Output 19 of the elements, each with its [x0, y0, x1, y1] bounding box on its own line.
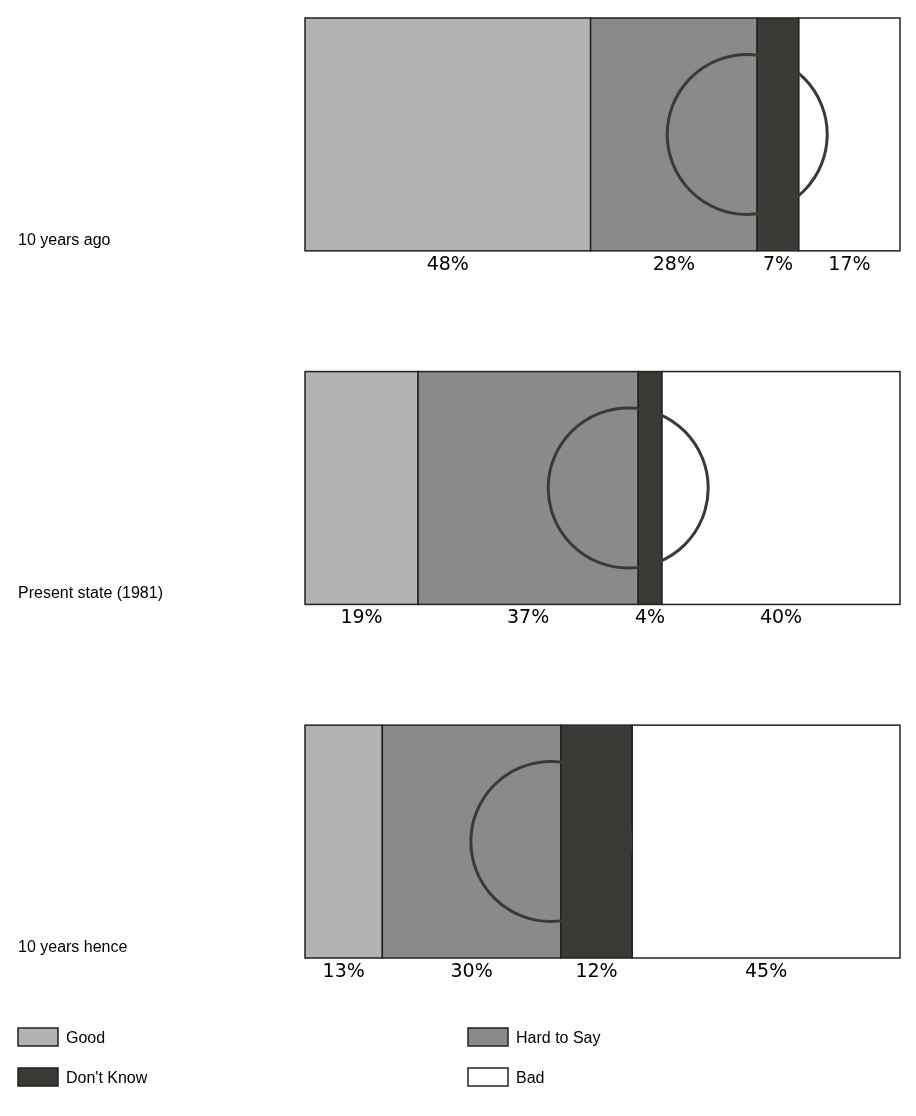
legend-label: Don't Know [66, 1069, 148, 1086]
data-label: 48% [426, 251, 469, 274]
data-label: 4% [635, 605, 666, 628]
data-label: 17% [828, 251, 871, 274]
data-label: 28% [652, 251, 696, 274]
data-label: 19% [340, 605, 383, 628]
data-label: 7% [762, 251, 794, 274]
y-tick-label: 10 years hence [18, 938, 128, 955]
data-label: 37% [507, 605, 550, 628]
data-label: 12% [575, 959, 618, 981]
legend-label: Good [66, 1029, 106, 1046]
legend-label: Bad [516, 1069, 545, 1086]
data-label: 45% [745, 959, 788, 981]
data-label: 40% [759, 605, 803, 628]
data-label: 13% [322, 959, 365, 981]
y-tick-label: 10 years ago [18, 230, 111, 248]
data-label: 30% [450, 959, 493, 981]
legend-label: Hard to Say [516, 1029, 601, 1046]
y-tick-label: Present state (1981) [18, 584, 163, 602]
